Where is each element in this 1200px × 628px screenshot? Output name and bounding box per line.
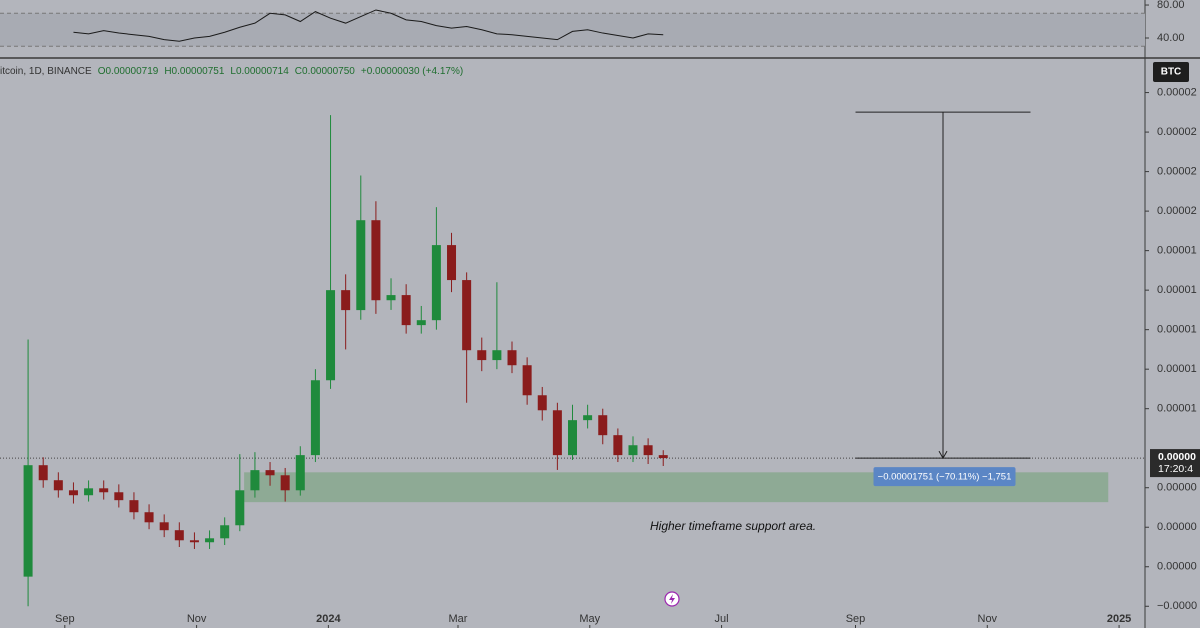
ohlc-value: C0.00000750	[295, 66, 355, 77]
candle-body	[643, 445, 653, 456]
candle-body	[220, 525, 230, 539]
candle-body	[295, 455, 305, 491]
y-tick-label: 0.00001	[1157, 403, 1197, 415]
y-tick-label: 0.00001	[1157, 245, 1197, 257]
x-tick-label: Sep	[846, 613, 866, 625]
x-tick-label: Nov	[978, 613, 998, 625]
candle-body	[492, 350, 502, 361]
symbol-name: itcoin, 1D, BINANCE	[0, 66, 92, 77]
ohlc-value: +0.00000030 (+4.17%)	[361, 66, 463, 77]
rsi-line	[73, 9, 664, 42]
candle-body	[598, 415, 608, 436]
x-tick-label: Mar	[449, 613, 468, 625]
last-price-box	[1150, 449, 1200, 478]
candle-body	[628, 445, 638, 456]
y-tick-label: 0.00001	[1157, 324, 1197, 336]
candle-body	[265, 470, 275, 476]
candle-body	[341, 290, 351, 311]
measure-label-box	[873, 467, 1016, 487]
candle-body	[38, 465, 48, 481]
candle-body	[447, 245, 457, 281]
candle-body	[250, 470, 260, 491]
symbol-legend: itcoin, 1D, BINANCE O0.00000719 H0.0000075…	[0, 66, 463, 77]
candle-body	[431, 245, 441, 321]
candle-body	[568, 420, 577, 456]
candle-body	[537, 395, 547, 411]
rsi-band	[0, 13, 1145, 47]
candle-body	[235, 490, 245, 526]
candle-body	[356, 220, 366, 311]
currency-badge	[1153, 62, 1189, 82]
candle-body	[114, 492, 124, 501]
candle-body	[310, 380, 320, 456]
candle-body	[613, 435, 623, 456]
y-tick-label: −0.0000	[1157, 600, 1197, 612]
candle-body	[84, 488, 94, 496]
candle-body	[53, 480, 63, 491]
candle-body	[552, 410, 562, 456]
y-tick-label: 0.00002	[1157, 166, 1197, 178]
countdown-label: 17:20:4	[1158, 463, 1193, 475]
candle-body	[174, 530, 184, 541]
y-tick-label: 0.00002	[1157, 86, 1197, 98]
candle-body	[129, 500, 139, 513]
y-tick-label: 0.00000	[1157, 482, 1197, 494]
candle-body	[462, 280, 472, 351]
candle-body	[159, 522, 169, 531]
candle-body	[386, 295, 396, 301]
x-tick-label: 2024	[316, 613, 341, 625]
candle-body	[658, 455, 668, 459]
ohlc-value: L0.00000714	[230, 66, 289, 77]
y-tick-label: 0.00000	[1157, 561, 1197, 573]
event-icon-bolt	[669, 594, 675, 604]
x-tick-label: 2025	[1107, 613, 1131, 625]
candle-body	[416, 320, 426, 326]
measure-label: −0.00001751 (−70.11%) −1,751	[878, 472, 1012, 483]
currency-label: BTC	[1161, 67, 1182, 78]
support-label: Higher timeframe support area.	[650, 519, 816, 533]
candle-body	[583, 415, 593, 421]
measure-arrowhead	[938, 450, 948, 460]
candle-body	[144, 512, 154, 523]
candle-body	[23, 465, 33, 577]
candle-body	[68, 490, 78, 496]
y-tick-label: 0.00001	[1157, 363, 1197, 375]
x-tick-label: Jul	[715, 613, 729, 625]
last-price-label: 0.00000	[1158, 451, 1196, 463]
candle-body	[507, 350, 517, 366]
candle-body	[189, 540, 199, 543]
ohlc-value: H0.00000751	[164, 66, 224, 77]
candle-body	[371, 220, 381, 301]
candle-body	[99, 488, 109, 493]
y-tick-label: 0.00000	[1157, 521, 1197, 533]
ohlc-value: O0.00000719	[98, 66, 159, 77]
candle-body	[280, 475, 290, 491]
candle-body	[401, 295, 411, 326]
y-tick-label: 0.00002	[1157, 126, 1197, 138]
candle-body	[477, 350, 487, 361]
rsi-tick-label: 40.00	[1157, 32, 1185, 44]
rsi-tick-label: 80.00	[1157, 0, 1185, 11]
x-tick-label: Nov	[187, 613, 207, 625]
candle-body	[522, 365, 532, 396]
x-tick-label: May	[579, 613, 600, 625]
x-tick-label: Sep	[55, 613, 75, 625]
candle-body	[205, 538, 215, 543]
y-tick-label: 0.00001	[1157, 284, 1197, 296]
y-tick-label: 0.00002	[1157, 205, 1197, 217]
candle-body	[326, 290, 336, 381]
